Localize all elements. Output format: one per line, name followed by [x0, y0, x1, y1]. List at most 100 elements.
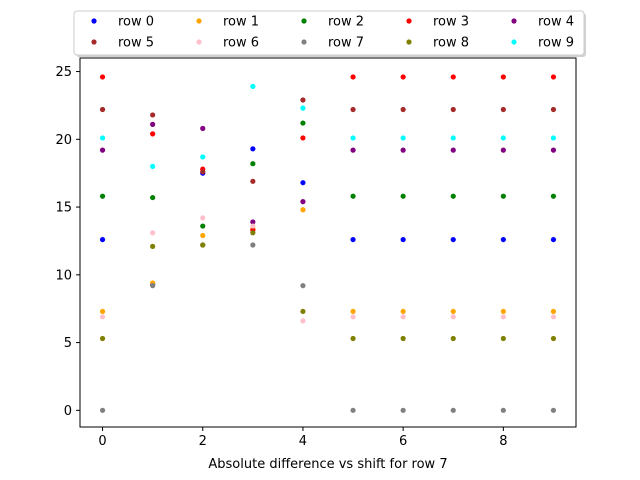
legend-item: row 2: [301, 15, 364, 30]
legend-box: [73, 10, 585, 56]
data-point: [350, 335, 356, 342]
y-tick-label: 15: [55, 201, 72, 216]
data-point: [200, 232, 206, 239]
y-tick-label: 0: [64, 404, 72, 419]
legend-label: row 1: [223, 15, 259, 30]
data-point: [99, 106, 106, 113]
data-point: [99, 135, 106, 141]
x-tick-label: 2: [199, 434, 207, 449]
data-point: [350, 314, 356, 320]
data-point: [400, 135, 406, 141]
data-point: [400, 74, 406, 80]
data-point: [350, 106, 356, 113]
data-point: [400, 106, 406, 113]
data-point: [150, 131, 156, 137]
data-point: [400, 193, 406, 199]
data-point: [150, 112, 156, 118]
data-point: [550, 308, 557, 315]
data-point: [400, 335, 406, 342]
data-point: [150, 243, 156, 249]
data-point: [150, 121, 156, 127]
legend-label: row 7: [328, 36, 364, 51]
legend-item: row 4: [511, 15, 574, 30]
x-tick-label: 6: [399, 434, 407, 449]
data-point: [99, 407, 106, 413]
data-point: [450, 106, 456, 113]
data-point: [500, 236, 506, 243]
legend-item: row 3: [406, 15, 469, 30]
legend-item: row 5: [91, 36, 154, 51]
data-point: [450, 314, 456, 320]
data-point: [99, 308, 106, 315]
data-point: [99, 335, 106, 342]
data-point: [250, 223, 256, 229]
data-point: [200, 169, 206, 175]
legend-label: row 6: [223, 36, 259, 51]
data-point: [400, 308, 406, 315]
data-point: [200, 125, 206, 132]
y-tick-label: 20: [55, 133, 72, 148]
data-point: [150, 194, 156, 201]
legend-marker: [301, 18, 307, 24]
legend-label: row 9: [538, 36, 574, 51]
data-point: [350, 236, 356, 243]
data-point: [350, 147, 356, 153]
data-point: [550, 106, 557, 113]
legend-item: row 8: [406, 36, 469, 51]
legend-marker: [196, 18, 202, 24]
data-point: [300, 283, 306, 289]
data-point: [150, 283, 156, 289]
legend-label: row 4: [538, 15, 574, 30]
data-point: [350, 407, 356, 413]
data-point: [250, 219, 256, 225]
legend-marker: [196, 39, 202, 45]
data-point: [550, 74, 557, 80]
data-point: [500, 135, 506, 141]
legend-marker: [301, 39, 307, 45]
series-row-0: [99, 146, 557, 287]
legend-item: row 6: [196, 36, 259, 51]
legend-marker: [406, 18, 412, 24]
data-point: [250, 161, 256, 167]
data-point: [550, 407, 557, 413]
data-point: [500, 335, 506, 342]
data-point: [99, 236, 106, 243]
data-point: [250, 242, 256, 248]
data-point: [350, 193, 356, 199]
data-point: [400, 314, 406, 320]
legend-item: row 9: [511, 36, 574, 51]
legend-item: row 7: [301, 36, 364, 51]
data-point: [450, 335, 456, 342]
legend-item: row 0: [91, 15, 154, 30]
data-point: [99, 147, 106, 153]
data-point: [500, 407, 506, 413]
data-point: [550, 314, 557, 320]
data-point: [400, 236, 406, 243]
legend-label: row 2: [328, 15, 364, 30]
data-point: [350, 135, 356, 141]
data-point: [550, 193, 557, 199]
legend-marker: [511, 39, 517, 45]
data-point: [350, 74, 356, 80]
data-point: [500, 147, 506, 153]
data-point: [450, 407, 456, 413]
data-point: [500, 314, 506, 320]
data-point: [400, 407, 406, 413]
legend-label: row 8: [433, 36, 469, 51]
data-point: [99, 193, 106, 199]
data-point: [200, 223, 206, 229]
data-point: [300, 135, 306, 141]
y-tick-label: 25: [55, 65, 72, 80]
data-point: [350, 308, 356, 315]
data-point: [550, 147, 557, 153]
legend-item: row 1: [196, 15, 259, 30]
data-point: [500, 74, 506, 80]
data-point: [200, 154, 206, 160]
data-point: [300, 120, 306, 126]
series-row-4: [99, 121, 557, 225]
series-row-6: [99, 215, 557, 324]
data-point: [250, 83, 256, 90]
data-point: [550, 236, 557, 243]
data-point: [500, 193, 506, 199]
